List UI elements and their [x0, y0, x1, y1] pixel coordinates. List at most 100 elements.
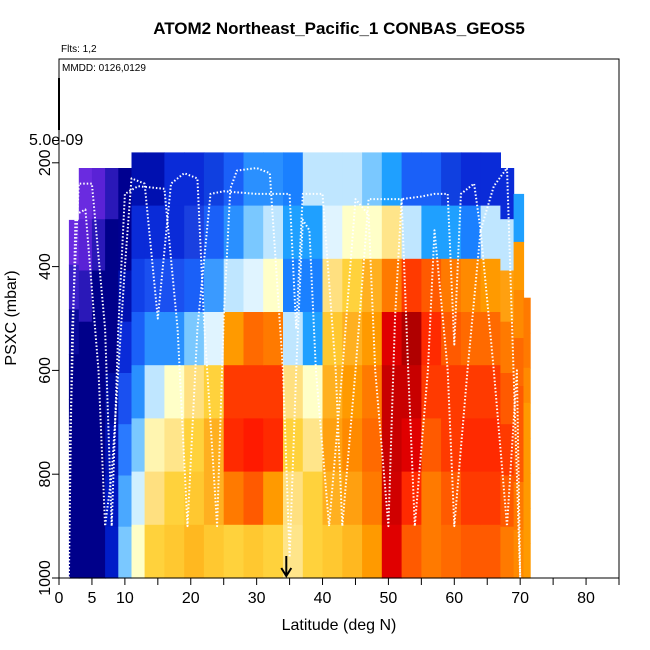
y-axis-label: PSXC (mbar) — [3, 270, 20, 365]
heatmap-cell — [184, 524, 205, 579]
heatmap-cell — [480, 152, 501, 207]
heatmap-cell — [91, 475, 106, 528]
heatmap-cell — [523, 297, 531, 334]
y-tick-label: 400 — [37, 253, 54, 280]
heatmap-cell — [223, 312, 245, 366]
heatmap-cell — [283, 205, 304, 260]
heatmap-cell — [243, 418, 264, 473]
heatmap-cell — [401, 418, 422, 473]
heatmap-cell — [184, 471, 205, 526]
x-tick-label: 0 — [55, 590, 64, 607]
chart-title: ATOM2 Northeast_Pacific_1 CONBAS_GEOS5 — [153, 19, 525, 38]
heatmap-cell — [302, 471, 324, 526]
heatmap-cell — [513, 338, 525, 387]
heatmap-cell — [68, 354, 80, 400]
heatmap-cell — [203, 524, 225, 579]
heatmap-cell — [283, 152, 304, 207]
dates-label: MMDD: 0126,0129 — [62, 63, 146, 74]
heatmap-cell — [263, 471, 284, 526]
x-tick-label: 60 — [445, 590, 463, 607]
heatmap-cell — [118, 321, 133, 374]
heatmap-cell — [164, 365, 185, 419]
heatmap-cell — [243, 471, 264, 526]
heatmap-cell — [243, 365, 264, 419]
heatmap-cell — [342, 312, 363, 366]
heatmap-cell — [164, 312, 185, 366]
heatmap-cell — [342, 471, 363, 526]
heatmap-cell — [381, 152, 403, 207]
heatmap-cell — [131, 418, 146, 473]
x-tick-label: 40 — [314, 590, 332, 607]
heatmap-cell — [421, 418, 442, 473]
latitude-arrow-marker — [280, 556, 293, 578]
heatmap-cell — [243, 312, 264, 366]
y-tick-label: 600 — [37, 357, 54, 384]
heatmap-cell — [441, 365, 462, 419]
heatmap-cell — [263, 524, 284, 579]
heatmap-cell — [118, 270, 133, 323]
heatmap-cell — [263, 418, 284, 473]
heatmap-cell — [401, 471, 422, 526]
heatmap-cell — [381, 365, 403, 419]
heatmap-cell — [322, 418, 343, 473]
heatmap-cell — [480, 365, 501, 419]
heatmap-cell — [513, 386, 525, 435]
x-tick-label: 80 — [577, 590, 595, 607]
heatmap-cell — [513, 241, 525, 291]
heatmap-cell — [243, 524, 264, 579]
heatmap-cell — [263, 205, 284, 260]
heatmap-cell — [523, 507, 531, 544]
heatmap-cell — [421, 524, 442, 579]
heatmap-cell — [523, 332, 531, 369]
x-tick-label: 5 — [87, 590, 96, 607]
heatmap-cell — [283, 365, 304, 419]
heatmap-cell — [401, 524, 422, 579]
heatmap-cell — [105, 321, 119, 374]
colorbar-value-label: 5.0e-09 — [29, 132, 83, 149]
heatmap-cell — [118, 168, 133, 220]
heatmap-cell — [223, 205, 245, 260]
heatmap-cell — [302, 365, 324, 419]
y-tick-label: 200 — [37, 149, 54, 176]
heatmap-cell — [500, 270, 515, 323]
heatmap-cell — [283, 312, 304, 366]
heatmap-cell — [401, 258, 422, 313]
heatmap-cell — [523, 367, 531, 404]
heatmap-cell — [144, 524, 165, 579]
flight-track-1 — [67, 182, 522, 579]
x-tick-label: 50 — [380, 590, 398, 607]
heatmap-cell — [421, 471, 442, 526]
heatmap-cell — [223, 524, 245, 579]
heatmap-cell — [105, 219, 119, 272]
heatmap-cell — [513, 290, 525, 339]
heatmap-cell — [500, 475, 515, 528]
heatmap-cell — [381, 524, 403, 579]
heatmap-cell — [421, 205, 442, 260]
heatmap-cell — [223, 365, 245, 419]
heatmap-cell — [460, 418, 482, 473]
heatmap-cell — [78, 321, 93, 374]
heatmap-cell — [203, 471, 225, 526]
heatmap-cell — [144, 365, 165, 419]
heatmap-cell — [322, 524, 343, 579]
heatmap-cell — [401, 365, 422, 419]
heatmap-cell — [513, 193, 525, 243]
heatmap-cell — [203, 312, 225, 366]
heatmap-cell — [144, 205, 165, 260]
heatmap-cell — [500, 373, 515, 425]
heatmap-cell — [105, 475, 119, 528]
heatmap-cell — [144, 312, 165, 366]
heatmap-cell — [243, 258, 264, 313]
heatmap-cell — [460, 205, 482, 260]
heatmap-cell — [441, 205, 462, 260]
heatmap-cell — [184, 258, 205, 313]
heatmap-cell — [164, 471, 185, 526]
heatmap-cell — [460, 312, 482, 366]
heatmap-cell — [68, 309, 80, 355]
heatmap-cell — [381, 205, 403, 260]
heatmap-cell — [460, 524, 482, 579]
heatmap-cell — [184, 312, 205, 366]
heatmap-cell — [381, 258, 403, 313]
heatmap-cell — [421, 365, 442, 419]
heatmap-cell — [105, 526, 119, 579]
